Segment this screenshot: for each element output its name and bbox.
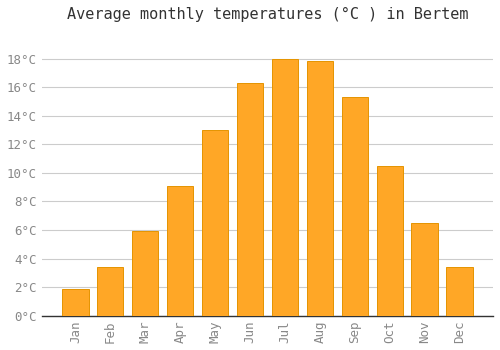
Title: Average monthly temperatures (°C ) in Bertem: Average monthly temperatures (°C ) in Be… xyxy=(66,7,468,22)
Bar xyxy=(342,97,368,316)
Bar xyxy=(306,62,333,316)
Bar xyxy=(412,223,438,316)
Bar xyxy=(237,83,263,316)
Bar xyxy=(97,267,124,316)
Bar xyxy=(132,231,158,316)
Bar xyxy=(272,59,298,316)
Bar xyxy=(62,288,88,316)
Bar xyxy=(376,166,402,316)
Bar xyxy=(202,130,228,316)
Bar xyxy=(167,186,193,316)
Bar xyxy=(446,267,472,316)
